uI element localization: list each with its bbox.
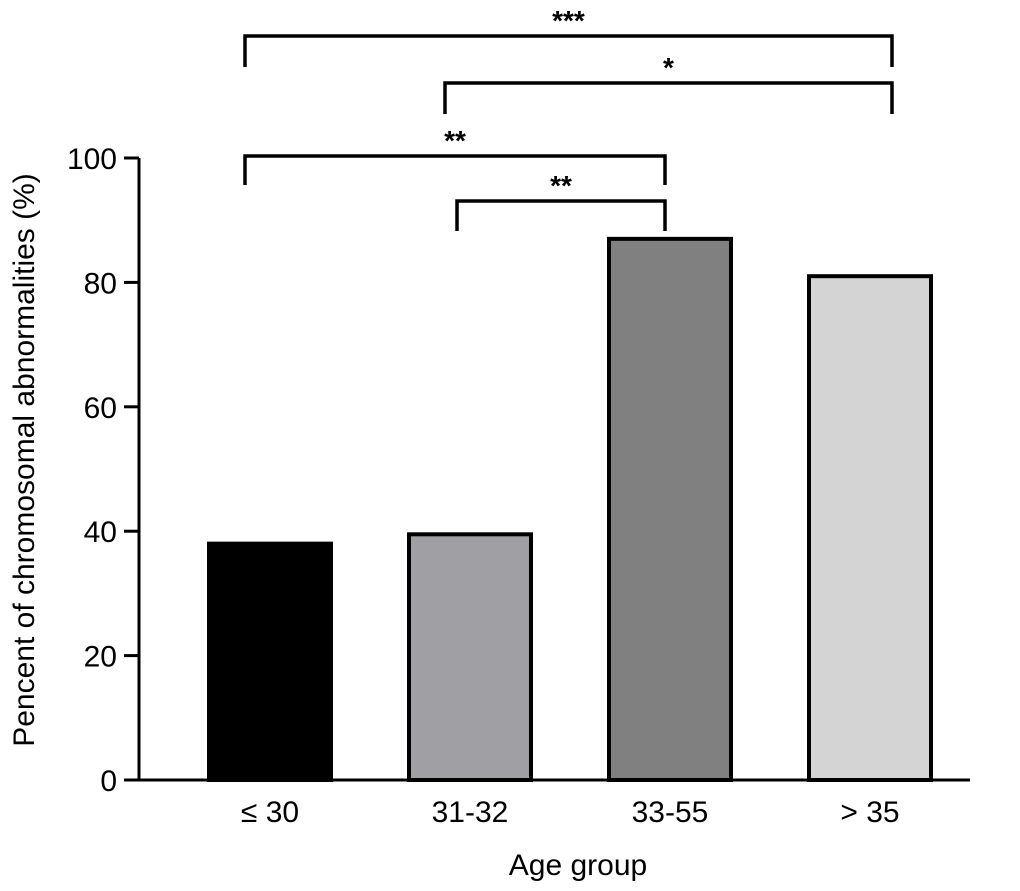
significance-label: *** <box>552 5 585 36</box>
bar-2 <box>407 532 533 782</box>
significance-label: ** <box>550 170 572 201</box>
x-tick-label: 31-32 <box>432 796 509 829</box>
y-tick-label: 100 <box>67 143 117 176</box>
bar-4 <box>807 274 933 782</box>
y-tick-label: 80 <box>84 267 117 300</box>
y-tick-label: 0 <box>100 765 117 798</box>
x-tick-label: > 35 <box>840 796 899 829</box>
axes: 0 20 40 60 80 100 ≤ 30 31-32 33-55 > 35 <box>67 143 970 829</box>
x-axis-title: Age group <box>509 849 647 882</box>
y-tick-label: 40 <box>84 516 117 549</box>
bar-3 <box>607 236 733 783</box>
x-tick-label: ≤ 30 <box>241 796 299 829</box>
bars <box>207 236 933 783</box>
significance-bracket <box>243 154 667 185</box>
y-tick-label: 20 <box>84 641 117 674</box>
significance-label: ** <box>444 125 466 156</box>
y-axis-title: Pencent of chromosomal abnormalities (%) <box>8 173 41 747</box>
significance-bracket <box>443 81 894 114</box>
significance-bracket <box>455 199 667 231</box>
bar-1 <box>207 541 333 783</box>
significance-bracket <box>243 34 894 67</box>
significance-brackets: ******** <box>243 5 894 231</box>
x-tick-label: 33-55 <box>632 796 709 829</box>
y-tick-label: 60 <box>84 392 117 425</box>
significance-label: * <box>663 52 674 83</box>
